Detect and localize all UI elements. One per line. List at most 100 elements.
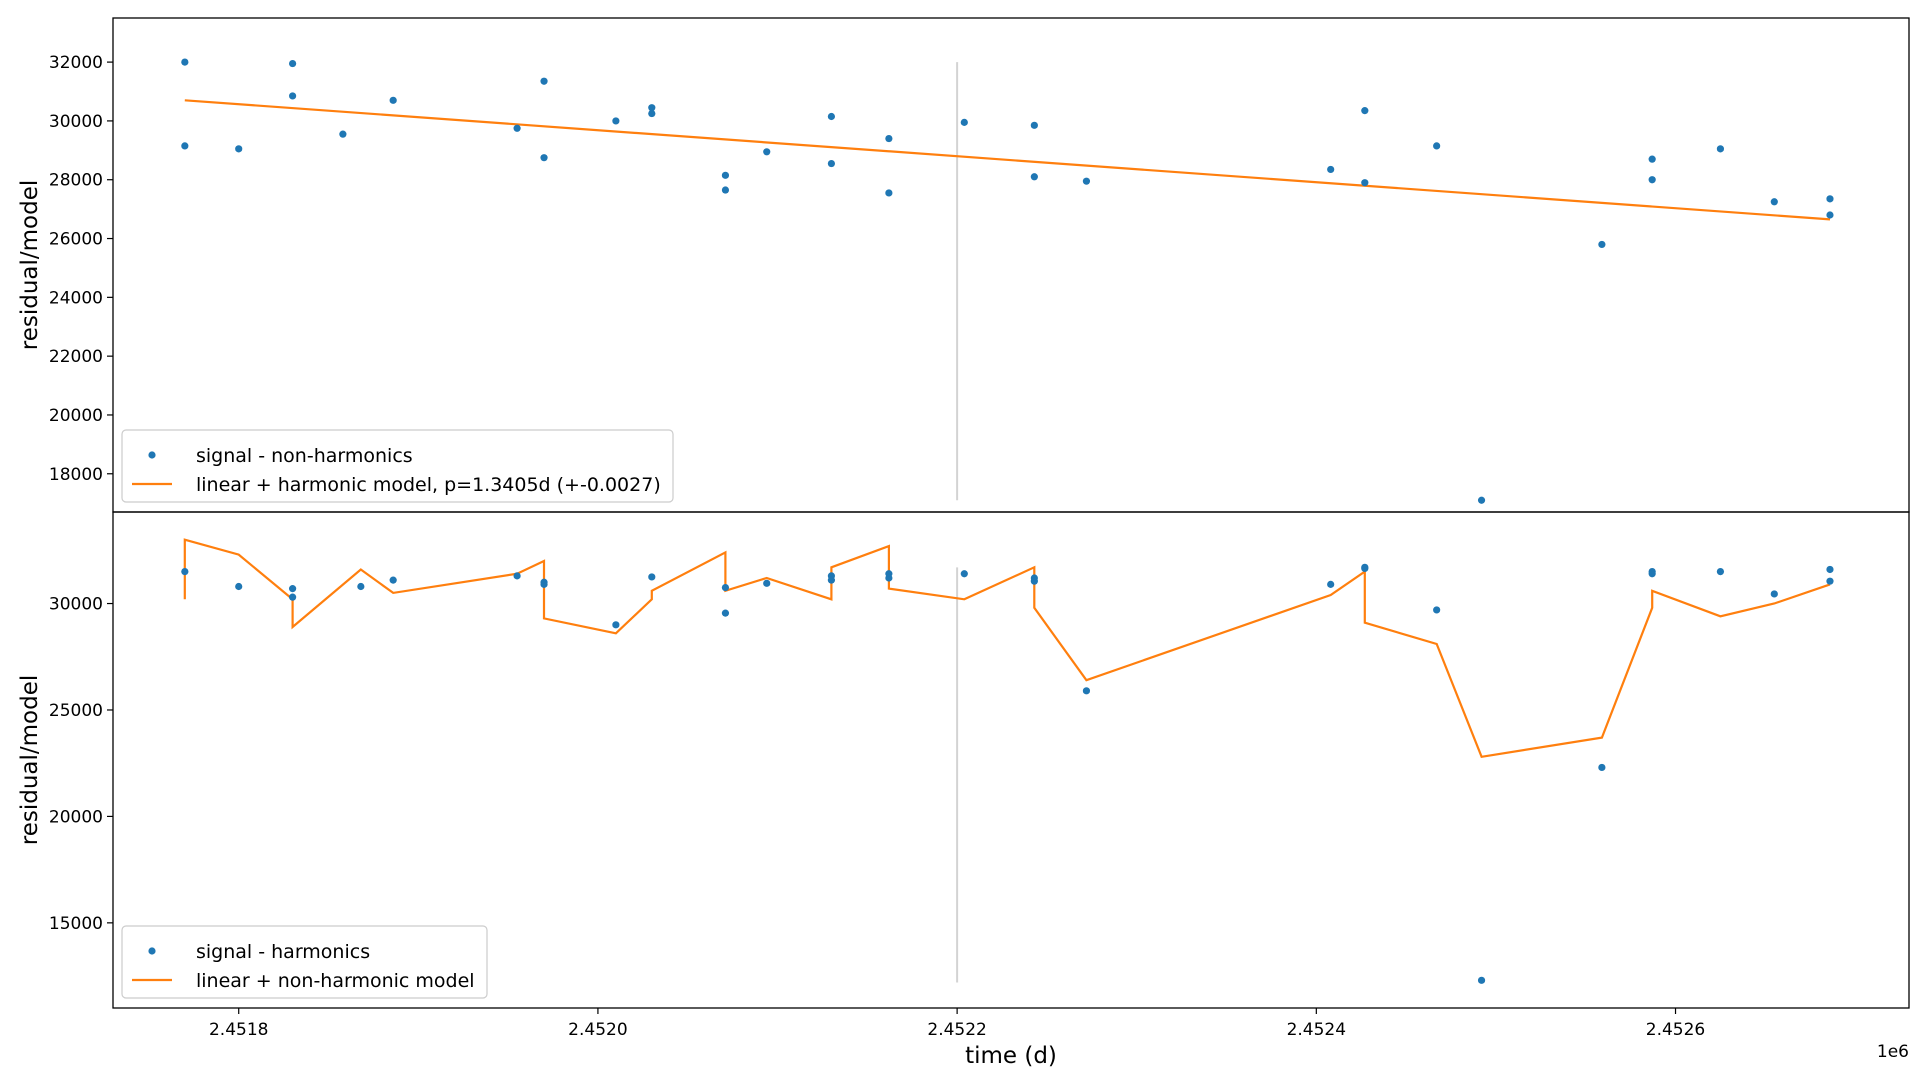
y-tick-label: 30000 [49,112,103,132]
x-offset-label: 1e6 [1877,1042,1909,1062]
data-point [1716,568,1725,576]
series-line-1 [184,99,1831,221]
data-point [1477,496,1486,504]
data-point [1327,580,1335,588]
data-point [540,580,548,588]
legend-label: signal - non-harmonics [196,445,413,467]
data-point [648,573,656,581]
y-tick-label: 20000 [49,807,103,827]
panel-bottom: 15000 20000 25000 30000 residual/model 2.4518… [17,511,1910,1069]
x-tick-label: 2.4522 [927,1020,986,1040]
data-point [289,585,297,593]
data-point [1433,606,1441,614]
panel-top: 18000 20000 22000 24000 26000 28000 30000 32000… [17,17,1910,513]
legend-marker [148,451,156,459]
data-point [1327,165,1335,174]
y-tick-label: 18000 [49,465,103,485]
data-point [1030,121,1038,129]
data-point [1770,590,1778,598]
data-point [1433,142,1441,150]
panel-frame [112,511,1910,1009]
data-point [235,582,243,591]
data-point [1598,763,1606,772]
data-point [763,148,771,156]
data-point [1030,173,1038,181]
data-point [389,576,397,584]
data-point [721,171,730,179]
data-point [1082,177,1091,185]
data-point [1648,176,1656,184]
data-point [289,593,297,601]
data-point [181,58,189,66]
data-point [885,189,893,197]
y-axis-label: residual/model [17,675,43,846]
data-point [721,186,730,194]
data-point [721,609,730,617]
data-point [1082,687,1091,695]
series-scatter-0 [181,563,1834,984]
data-point [540,154,548,162]
data-point [827,576,836,584]
data-point [1770,198,1778,206]
legend-label: linear + non-harmonic model [196,970,475,992]
data-point [1716,145,1725,153]
y-axis-label: residual/model [17,180,43,351]
data-point [1361,564,1369,573]
x-tick-label: 2.4524 [1287,1020,1346,1040]
legend-label: signal - harmonics [196,941,370,963]
data-point [1826,211,1834,219]
data-point [1648,570,1656,578]
series-line-1 [183,538,1831,759]
series-scatter-0 [181,58,1834,504]
legend-marker [148,947,156,955]
data-point [1477,976,1486,984]
x-tick-label: 2.4526 [1646,1020,1705,1040]
y-tick-label: 26000 [49,230,103,250]
legend-box [121,925,488,999]
y-tick-label: 32000 [49,53,103,73]
data-point [289,59,297,68]
data-point [513,572,521,580]
data-point [1361,179,1369,187]
data-point [1648,155,1656,163]
data-point [1826,565,1834,574]
data-point [389,96,397,104]
y-tick-label: 24000 [49,288,103,308]
data-point [540,77,548,85]
data-point [648,104,656,112]
data-point [1030,577,1038,585]
data-point [1361,107,1369,115]
data-point [885,574,893,582]
x-tick-label: 2.4518 [209,1020,268,1040]
y-tick-label: 30000 [49,595,103,615]
data-point [289,92,297,100]
y-tick-label: 28000 [49,171,103,191]
data-point [960,118,968,126]
data-point [721,583,730,592]
data-point [1826,195,1834,203]
y-tick-label: 25000 [49,701,103,721]
y-tick-label: 20000 [49,406,103,426]
x-tick-label: 2.4520 [568,1020,627,1040]
data-point [181,142,189,150]
data-point [648,109,656,118]
data-point [612,621,620,629]
data-point [960,570,968,578]
data-point [235,145,243,153]
legend: signal - harmonics linear + non-harmonic … [121,925,488,999]
legend-label: linear + harmonic model, p=1.3405d (+-0.… [196,474,661,496]
data-point [1826,577,1834,585]
x-axis-label: time (d) [965,1043,1057,1069]
y-tick-label: 22000 [49,347,103,367]
data-point [513,124,521,132]
data-point [827,112,836,121]
data-point [885,134,893,143]
y-tick-label: 15000 [49,914,103,934]
data-point [357,582,365,591]
data-point [339,130,347,138]
data-point [763,579,771,587]
legend-box [121,429,674,503]
data-point [181,568,189,576]
